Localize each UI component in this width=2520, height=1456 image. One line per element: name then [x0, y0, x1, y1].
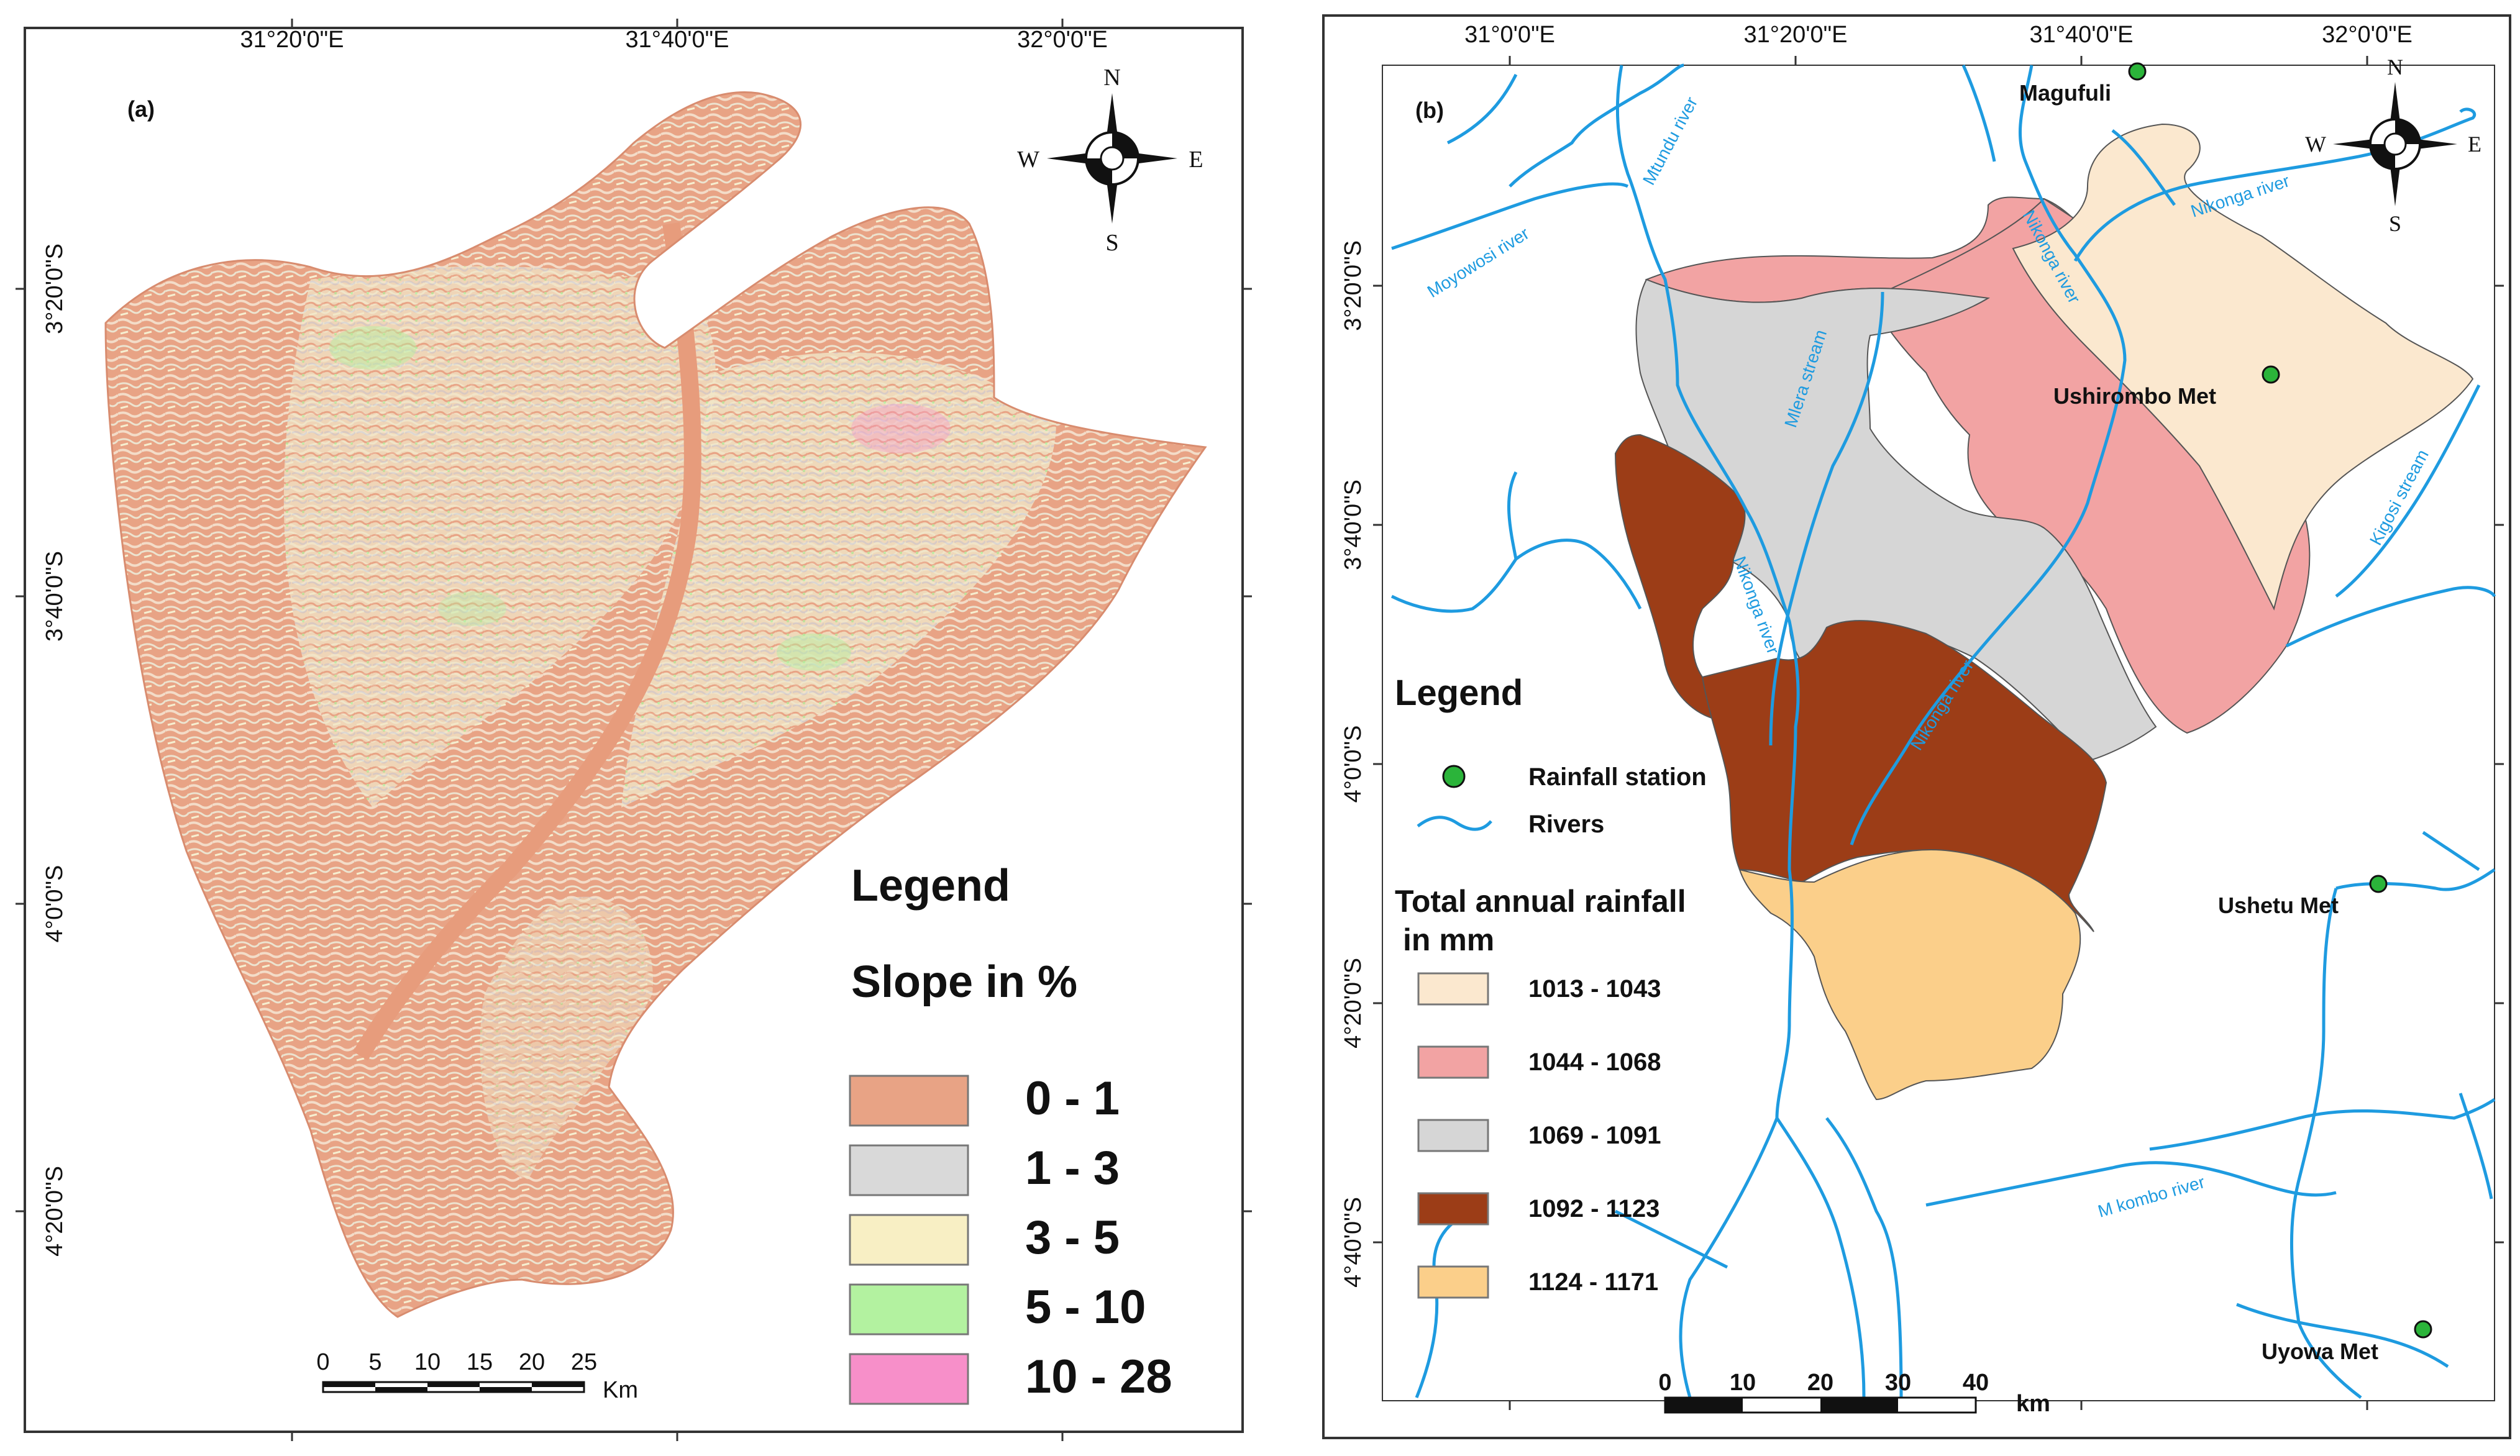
legend-rain-title: Total annual rainfall	[1395, 884, 1686, 919]
rainfall-station-icon	[1442, 765, 1466, 788]
legend-swatch	[849, 1075, 969, 1127]
map-a-ticks	[16, 19, 1252, 1441]
map-b-y-tick: 3°40'0"S	[1340, 480, 1366, 570]
scale-tick-label: 10	[1730, 1370, 1756, 1396]
legend-label: 0 - 1	[1025, 1072, 1120, 1125]
map-a-panel-label: (a)	[127, 96, 155, 122]
map-a-panel: 31°20'0"E 31°40'0"E 32°0'0"E 3°20'0"S 3°…	[16, 19, 1252, 1441]
station-marker	[2262, 365, 2280, 384]
scale-tick-label: 15	[467, 1349, 493, 1375]
scale-tick-label: 5	[368, 1349, 381, 1375]
map-a-y-tick: 4°20'0"S	[42, 1166, 68, 1257]
legend-label: 1013 - 1043	[1528, 975, 1661, 1003]
station-marker	[2369, 875, 2388, 893]
legend-label: 5 - 10	[1025, 1281, 1146, 1334]
legend-label: 1 - 3	[1025, 1142, 1120, 1194]
legend-station-label: Rainfall station	[1528, 763, 1707, 791]
compass-east-label: E	[1189, 147, 1203, 173]
map-b-panel: Moyowosi river Mtundu river Mlera stream…	[1322, 14, 2511, 1439]
legend-rain-title: in mm	[1403, 922, 1494, 957]
map-b-scale-bar: 0 10 20 30 40 km	[1658, 1370, 2050, 1417]
legend-swatch	[849, 1144, 969, 1196]
map-b-y-tick: 4°0'0"S	[1340, 726, 1366, 803]
scale-tick-label: 30	[1885, 1370, 1911, 1396]
map-b-rainfall-zones	[1614, 123, 2474, 1101]
compass-south-label: S	[2389, 211, 2401, 236]
legend-label: 1044 - 1068	[1528, 1049, 1661, 1076]
compass-west-label: W	[2305, 132, 2326, 157]
station-marker	[2128, 62, 2147, 81]
map-a-y-tick: 3°40'0"S	[42, 551, 68, 642]
legend-swatch	[849, 1353, 969, 1405]
legend-label: 10 - 28	[1025, 1350, 1172, 1403]
scale-tick-label: 40	[1963, 1370, 1989, 1396]
map-b-stations: Magufuli Ushirombo Met Ushetu Met Uyowa …	[2019, 62, 2432, 1364]
map-a-legend-title: Legend	[851, 861, 1010, 911]
map-b-legend-items: 1013 - 1043 1044 - 1068 1069 - 1091 1092 - …	[1417, 972, 1661, 1299]
map-a-y-tick: 3°20'0"S	[42, 243, 68, 334]
station-label: Uyowa Met	[2262, 1339, 2378, 1364]
river-symbol-icon	[1417, 816, 1492, 831]
legend-swatch	[849, 1214, 969, 1266]
map-b-y-tick: 3°20'0"S	[1340, 240, 1366, 331]
scale-tick-label: 25	[571, 1349, 597, 1375]
map-b-legend-title: Legend	[1395, 673, 1523, 713]
scale-tick-label: 20	[1807, 1370, 1833, 1396]
map-a-legend: Legend Slope in % 0 - 1 1 - 3 3 - 5 5 - 10 1…	[849, 861, 1172, 1405]
scale-tick-label: 0	[1658, 1370, 1671, 1396]
compass-north-label: N	[2387, 55, 2403, 80]
legend-swatch	[1417, 1192, 1489, 1226]
compass-east-label: E	[2468, 132, 2481, 157]
map-a-scale-unit: Km	[603, 1377, 638, 1403]
scale-tick-label: 0	[316, 1349, 329, 1375]
scale-tick-label: 20	[519, 1349, 545, 1375]
map-a-legend-items: 0 - 1 1 - 3 3 - 5 5 - 10 10 - 28	[849, 1072, 1172, 1405]
compass-west-label: W	[1017, 147, 1039, 173]
legend-swatch	[1417, 972, 1489, 1006]
legend-swatch	[849, 1283, 969, 1335]
map-a-x-tick: 31°20'0"E	[240, 27, 344, 53]
scale-tick-label: 10	[414, 1349, 441, 1375]
map-b-x-tick: 31°0'0"E	[1464, 22, 1555, 48]
map-a-scale-bar: 0 5 10 15 20 25 Km	[316, 1349, 638, 1403]
compass-south-label: S	[1105, 230, 1118, 256]
legend-swatch	[1417, 1119, 1489, 1152]
map-a-legend-subtitle: Slope in %	[851, 957, 1077, 1007]
map-b-x-tick: 32°0'0"E	[2322, 22, 2413, 48]
legend-swatch	[1417, 1265, 1489, 1299]
legend-swatch	[1417, 1045, 1489, 1079]
map-b-y-tick: 4°20'0"S	[1340, 958, 1366, 1049]
legend-label: 1069 - 1091	[1528, 1122, 1661, 1149]
map-b-x-tick: 31°40'0"E	[2030, 22, 2134, 48]
legend-river-label: Rivers	[1528, 811, 1604, 838]
compass-rose-icon: N S W E	[2305, 55, 2481, 236]
map-b-legend: Legend Rainfall station Rivers Total ann…	[1395, 673, 1707, 1299]
map-b-scale-unit: km	[2016, 1391, 2050, 1417]
map-a-x-tick: 32°0'0"E	[1017, 27, 1108, 53]
map-b-ticks	[1373, 56, 2504, 1410]
map-b-x-tick: 31°20'0"E	[1744, 22, 1848, 48]
station-label: Ushetu Met	[2218, 893, 2339, 918]
compass-rose-icon: N S W E	[1017, 65, 1203, 256]
map-a-x-tick: 31°40'0"E	[626, 27, 729, 53]
station-label: Ushirombo Met	[2053, 383, 2216, 409]
map-b-panel-label: (b)	[1415, 98, 1444, 123]
station-label: Magufuli	[2019, 80, 2111, 106]
compass-north-label: N	[1103, 65, 1120, 91]
map-b-y-tick: 4°40'0"S	[1340, 1197, 1366, 1288]
legend-label: 3 - 5	[1025, 1211, 1120, 1264]
legend-label: 1124 - 1171	[1528, 1268, 1658, 1296]
legend-label: 1092 - 1123	[1528, 1195, 1659, 1222]
map-a-y-tick: 4°0'0"S	[42, 865, 68, 943]
station-marker	[2414, 1320, 2432, 1339]
